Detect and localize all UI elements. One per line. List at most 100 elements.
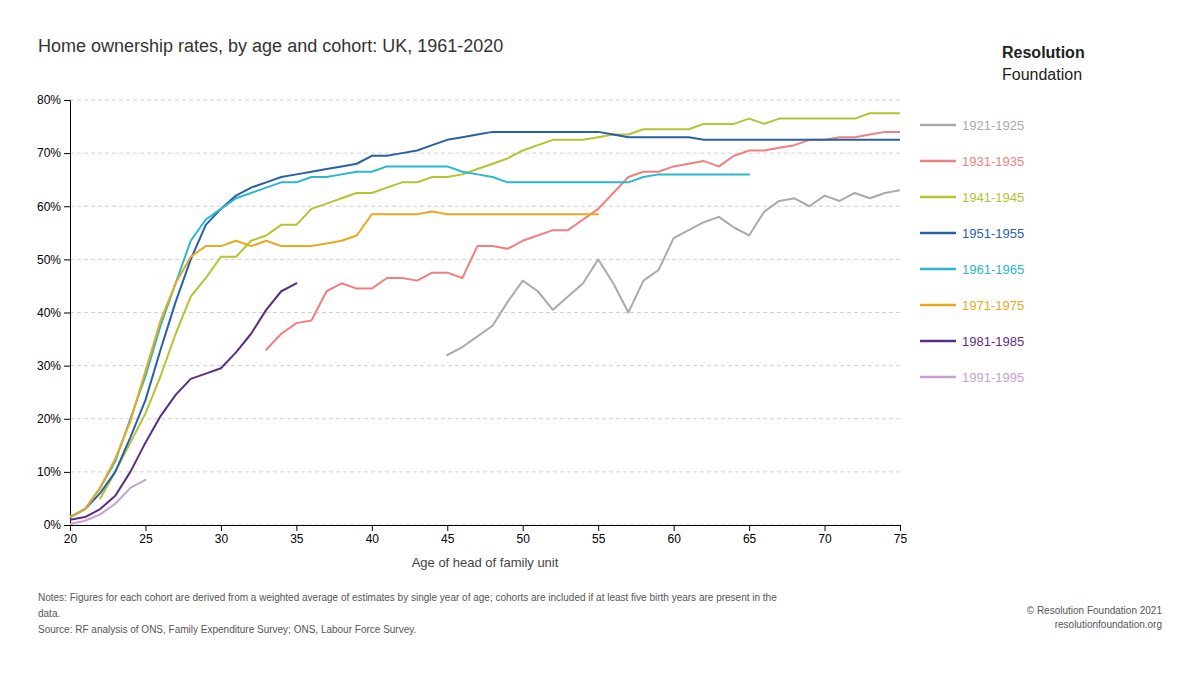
plot-area: 20 25 30 35 40 45 50 55 60 65 70 75 0% 10% 20% 30% 40% 50…	[37, 93, 908, 570]
y-tick-mark	[64, 525, 70, 526]
credit: resolutionfoundation.org	[1055, 619, 1162, 630]
legend: 1921-1925 1931-1935 1941-1945 1951-1955 1961…	[920, 118, 1024, 385]
y-tick-label: 10%	[37, 465, 61, 479]
legend-item: 1951-1955	[920, 226, 1024, 241]
y-tick-mark	[64, 313, 70, 314]
x-tick-label: 75	[894, 532, 908, 546]
y-tick: 0%	[44, 518, 70, 532]
line	[70, 480, 145, 524]
y-axis-line	[64, 101, 71, 526]
x-tick-label: 30	[215, 532, 229, 546]
legend-item: 1991-1995	[920, 370, 1024, 385]
y-tick: 20%	[37, 412, 70, 426]
x-tick-label: 65	[743, 532, 757, 546]
legend-label: 1951-1955	[962, 226, 1024, 241]
grid-line	[70, 365, 900, 366]
x-tick: 65	[743, 525, 757, 546]
x-tick-mark	[674, 525, 675, 531]
y-tick-label: 60%	[37, 200, 61, 214]
x-tick-label: 50	[517, 532, 531, 546]
legend-swatch	[920, 340, 956, 343]
x-axis: 20 25 30 35 40 45 50 55 60 65 70 75	[64, 525, 908, 546]
y-tick-mark	[64, 366, 70, 367]
y-tick-mark	[64, 472, 70, 473]
y-tick-mark	[64, 419, 70, 420]
legend-label: 1991-1995	[962, 370, 1024, 385]
brand: Resolution	[1002, 44, 1085, 61]
y-tick: 70%	[37, 146, 70, 160]
y-tick-mark	[64, 153, 70, 154]
y-tick-mark	[64, 206, 70, 207]
title: Home ownership rates, by age and cohort:…	[38, 36, 503, 56]
lines	[70, 113, 900, 524]
y-tick: 50%	[37, 253, 70, 267]
legend-item: 1971-1975	[920, 298, 1024, 313]
line	[70, 283, 296, 519]
y-tick: 80%	[37, 93, 70, 107]
y-tick: 30%	[37, 359, 70, 373]
legend-swatch	[920, 304, 956, 307]
legend-label: 1961-1965	[962, 262, 1024, 277]
x-tick-mark	[447, 525, 448, 531]
legend-item: 1921-1925	[920, 118, 1024, 133]
grid	[70, 100, 900, 525]
y-tick: 40%	[37, 306, 70, 320]
legend-item: 1981-1985	[920, 334, 1024, 349]
legend-swatch	[920, 376, 956, 379]
line	[266, 132, 900, 350]
line	[70, 132, 900, 517]
x-tick: 35	[290, 525, 304, 546]
grid-line	[70, 206, 900, 207]
grid-line	[70, 471, 900, 472]
x-tick-label: 20	[64, 532, 78, 546]
x-tick-mark	[372, 525, 373, 531]
x-tick-mark	[523, 525, 524, 531]
legend-label: 1941-1945	[962, 190, 1024, 205]
x-tick: 55	[592, 525, 606, 546]
x-tick-label: 45	[441, 532, 455, 546]
grid-line	[70, 418, 900, 419]
x-tick-mark	[900, 525, 901, 531]
y-tick-mark	[64, 100, 70, 101]
y-tick-label: 80%	[37, 93, 61, 107]
x-tick-label: 70	[818, 532, 832, 546]
chart: Home ownership rates, by age and cohort:…	[0, 0, 1200, 675]
x-axis-label: Age of head of family unit	[412, 555, 559, 570]
legend-swatch	[920, 160, 956, 163]
legend-swatch	[920, 124, 956, 127]
footnote: data.	[38, 608, 60, 619]
legend-item: 1931-1935	[920, 154, 1024, 169]
x-tick-mark	[825, 525, 826, 531]
legend-label: 1971-1975	[962, 298, 1024, 313]
line	[70, 166, 749, 517]
x-tick-mark	[598, 525, 599, 531]
x-tick: 60	[667, 525, 681, 546]
x-tick-mark	[145, 525, 146, 531]
y-tick: 60%	[37, 200, 70, 214]
legend-swatch	[920, 268, 956, 271]
x-tick: 50	[517, 525, 531, 546]
credit: © Resolution Foundation 2021	[1027, 605, 1163, 616]
x-axis-line	[71, 526, 901, 532]
y-tick-label: 50%	[37, 253, 61, 267]
legend-swatch	[920, 232, 956, 235]
x-tick-label: 40	[366, 532, 380, 546]
grid-line	[70, 259, 900, 260]
legend-label: 1921-1925	[962, 118, 1024, 133]
footnote: Source: RF analysis of ONS, Family Expen…	[38, 624, 416, 635]
grid-line	[70, 100, 900, 101]
x-tick-label: 55	[592, 532, 606, 546]
y-tick-label: 40%	[37, 306, 61, 320]
legend-item: 1961-1965	[920, 262, 1024, 277]
x-tick: 70	[818, 525, 832, 546]
x-tick: 45	[441, 525, 455, 546]
grid-line	[70, 153, 900, 154]
y-tick: 10%	[37, 465, 70, 479]
x-tick-mark	[296, 525, 297, 531]
legend-item: 1941-1945	[920, 190, 1024, 205]
x-tick-label: 60	[667, 532, 681, 546]
x-tick-label: 25	[139, 532, 153, 546]
x-tick: 25	[139, 525, 153, 546]
y-tick-label: 0%	[44, 518, 62, 532]
y-tick-mark	[64, 259, 70, 260]
